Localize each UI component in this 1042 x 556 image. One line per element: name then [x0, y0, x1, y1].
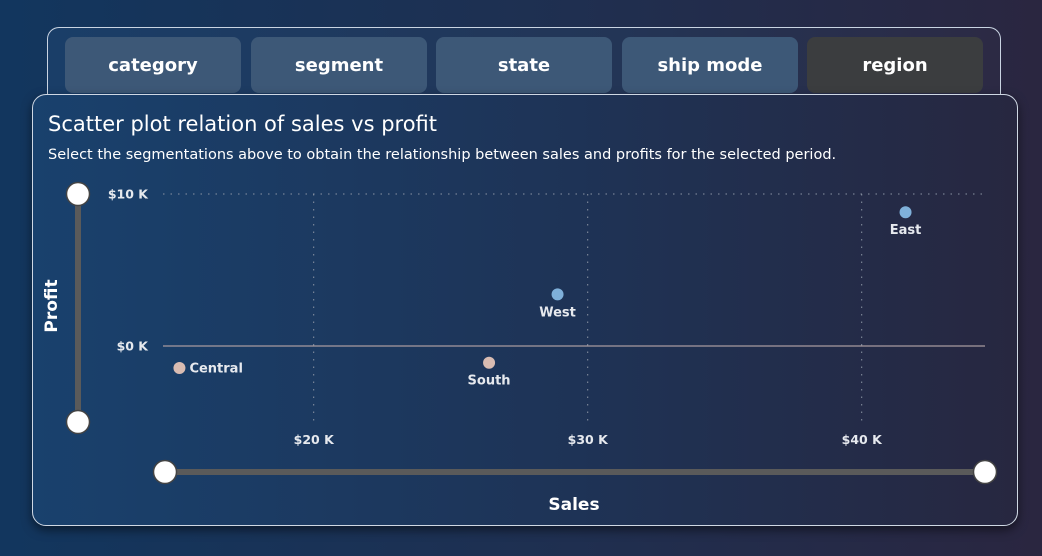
point-east[interactable] [899, 206, 912, 219]
tab-category[interactable]: category [65, 37, 241, 93]
x-axis-label: Sales [548, 495, 599, 515]
point-label-central: Central [189, 362, 242, 377]
chart-subtitle: Select the segmentations above to obtain… [48, 147, 837, 163]
chart-title: Scatter plot relation of sales vs profit [48, 112, 438, 136]
y-axis-label: Profit [42, 279, 62, 332]
x-tick-label: $30 K [568, 432, 609, 447]
y-slider-bottom-handle[interactable] [65, 409, 91, 435]
segmentation-tab-bar: category segment state ship mode region [47, 27, 1001, 107]
tab-ship-mode[interactable]: ship mode [622, 37, 798, 93]
x-tick-label: $20 K [294, 432, 335, 447]
point-label-east: East [890, 223, 922, 238]
point-west[interactable] [551, 288, 564, 301]
y-tick-label: $0 K [117, 339, 150, 354]
x-tick-label: $40 K [842, 432, 883, 447]
point-south[interactable] [483, 356, 496, 369]
tab-region[interactable]: region [807, 37, 983, 93]
x-range-slider-track[interactable] [165, 469, 985, 475]
chart-card [32, 94, 1018, 526]
y-range-slider-track[interactable] [75, 194, 81, 422]
x-slider-left-handle[interactable] [152, 459, 178, 485]
tab-state[interactable]: state [436, 37, 612, 93]
point-label-south: South [468, 374, 511, 389]
x-slider-right-handle[interactable] [972, 459, 998, 485]
point-label-west: West [539, 305, 576, 320]
y-slider-top-handle[interactable] [65, 181, 91, 207]
tab-segment[interactable]: segment [251, 37, 427, 93]
y-tick-label: $10 K [108, 187, 149, 202]
point-central[interactable] [173, 362, 186, 375]
